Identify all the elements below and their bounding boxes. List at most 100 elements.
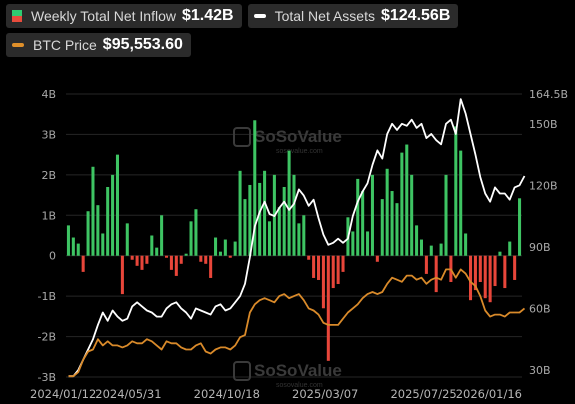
legend-btc[interactable]: BTC Price $95,553.60 xyxy=(6,33,191,57)
inflow-bar[interactable] xyxy=(429,245,433,256)
inflow-bar[interactable] xyxy=(478,255,482,282)
inflow-bar[interactable] xyxy=(130,255,134,260)
inflow-bar[interactable] xyxy=(464,233,468,256)
inflow-bar[interactable] xyxy=(86,211,90,256)
inflow-bar[interactable] xyxy=(454,126,458,256)
inflow-bar[interactable] xyxy=(488,255,492,303)
inflow-bar[interactable] xyxy=(375,255,379,262)
inflow-bar[interactable] xyxy=(317,255,321,280)
inflow-bar[interactable] xyxy=(277,207,281,256)
inflow-bar[interactable] xyxy=(469,255,473,301)
legend-assets[interactable]: Total Net Assets $124.56B xyxy=(247,4,459,28)
inflow-bar[interactable] xyxy=(331,255,335,289)
inflow-bar[interactable] xyxy=(321,255,325,309)
inflow-bar[interactable] xyxy=(405,144,409,256)
inflow-bar[interactable] xyxy=(366,231,370,256)
inflow-bar[interactable] xyxy=(336,255,340,285)
inflow-bar[interactable] xyxy=(145,255,149,264)
inflow-bar[interactable] xyxy=(243,199,247,256)
inflow-bar[interactable] xyxy=(267,221,271,256)
inflow-bar[interactable] xyxy=(209,255,213,278)
inflow-bar[interactable] xyxy=(370,174,374,256)
inflow-bar[interactable] xyxy=(351,231,355,256)
inflow-bar[interactable] xyxy=(444,174,448,256)
inflow-bar[interactable] xyxy=(518,198,522,256)
x-tick-label: 2025/03/07 xyxy=(292,387,358,401)
inflow-bar[interactable] xyxy=(459,150,463,256)
inflow-bar[interactable] xyxy=(307,255,311,260)
inflow-bar[interactable] xyxy=(287,150,291,256)
inflow-bar[interactable] xyxy=(214,237,218,256)
inflow-bar[interactable] xyxy=(258,182,262,256)
inflow-bar[interactable] xyxy=(263,170,267,256)
inflow-bar[interactable] xyxy=(361,191,365,256)
inflow-bar[interactable] xyxy=(292,174,296,256)
inflow-bar[interactable] xyxy=(297,223,301,256)
inflow-bar[interactable] xyxy=(473,255,477,291)
inflow-bar[interactable] xyxy=(150,235,154,256)
inflow-bar[interactable] xyxy=(410,174,414,256)
inflow-bar[interactable] xyxy=(302,215,306,256)
x-tick-label: 2024/05/31 xyxy=(95,387,161,401)
inflow-bar[interactable] xyxy=(71,237,75,256)
inflow-bar[interactable] xyxy=(439,243,443,256)
inflow-bar[interactable] xyxy=(419,239,423,256)
inflow-bar[interactable] xyxy=(385,168,389,256)
inflow-bar[interactable] xyxy=(204,255,208,264)
inflow-bar[interactable] xyxy=(125,223,129,256)
inflow-bar[interactable] xyxy=(101,233,105,256)
inflow-bar[interactable] xyxy=(179,255,183,264)
inflow-bar[interactable] xyxy=(282,186,286,256)
inflow-bar[interactable] xyxy=(312,255,316,278)
inflow-bar[interactable] xyxy=(174,255,178,276)
inflow-bar[interactable] xyxy=(228,255,232,258)
inflow-bar[interactable] xyxy=(66,225,70,256)
inflow-bar[interactable] xyxy=(218,251,222,256)
inflow-bar[interactable] xyxy=(81,255,85,272)
watermark-bottom: SoSoValue sosovalue.com xyxy=(233,361,342,389)
inflow-bar[interactable] xyxy=(248,184,252,256)
inflow-bar[interactable] xyxy=(223,239,227,256)
inflow-bar[interactable] xyxy=(238,170,242,256)
inflow-bar[interactable] xyxy=(233,241,237,256)
legend-inflow[interactable]: Weekly Total Net Inflow $1.42B xyxy=(6,4,242,28)
inflow-bar[interactable] xyxy=(508,241,512,256)
inflow-bar[interactable] xyxy=(424,255,428,274)
inflow-bar[interactable] xyxy=(169,255,173,270)
inflow-bar[interactable] xyxy=(91,166,95,256)
inflow-bar[interactable] xyxy=(326,255,330,361)
inflow-bar[interactable] xyxy=(483,255,487,299)
inflow-bar[interactable] xyxy=(380,199,384,256)
inflow-bar[interactable] xyxy=(120,255,124,295)
inflow-bar[interactable] xyxy=(96,205,100,256)
inflow-bar[interactable] xyxy=(493,255,497,287)
inflow-bar[interactable] xyxy=(400,152,404,256)
inflow-bar[interactable] xyxy=(498,251,502,256)
inflow-bar[interactable] xyxy=(390,191,394,256)
inflow-bar[interactable] xyxy=(155,247,159,256)
inflow-bar[interactable] xyxy=(513,255,517,280)
inflow-bar[interactable] xyxy=(341,255,345,272)
inflow-bar[interactable] xyxy=(111,174,115,256)
inflow-bar[interactable] xyxy=(135,255,139,266)
right-tick-label: 120B xyxy=(529,179,558,192)
inflow-bar[interactable] xyxy=(76,243,80,256)
inflow-bar[interactable] xyxy=(415,225,419,256)
inflow-bar[interactable] xyxy=(194,209,198,256)
legend-btc-value: $95,553.60 xyxy=(102,36,183,53)
inflow-bar[interactable] xyxy=(189,221,193,256)
inflow-bar[interactable] xyxy=(434,255,438,293)
inflow-bar[interactable] xyxy=(160,215,164,256)
inflow-bar[interactable] xyxy=(165,255,169,258)
inflow-bar[interactable] xyxy=(106,186,110,256)
inflow-bar[interactable] xyxy=(503,255,507,289)
inflow-bar[interactable] xyxy=(253,120,257,256)
inflow-bar[interactable] xyxy=(356,178,360,256)
x-tick-label: 2026/01/16 xyxy=(456,387,522,401)
inflow-bar[interactable] xyxy=(184,253,188,256)
inflow-bar[interactable] xyxy=(140,255,144,270)
inflow-bar[interactable] xyxy=(115,154,119,256)
inflow-bar[interactable] xyxy=(395,203,399,256)
inflow-bar[interactable] xyxy=(199,255,203,262)
